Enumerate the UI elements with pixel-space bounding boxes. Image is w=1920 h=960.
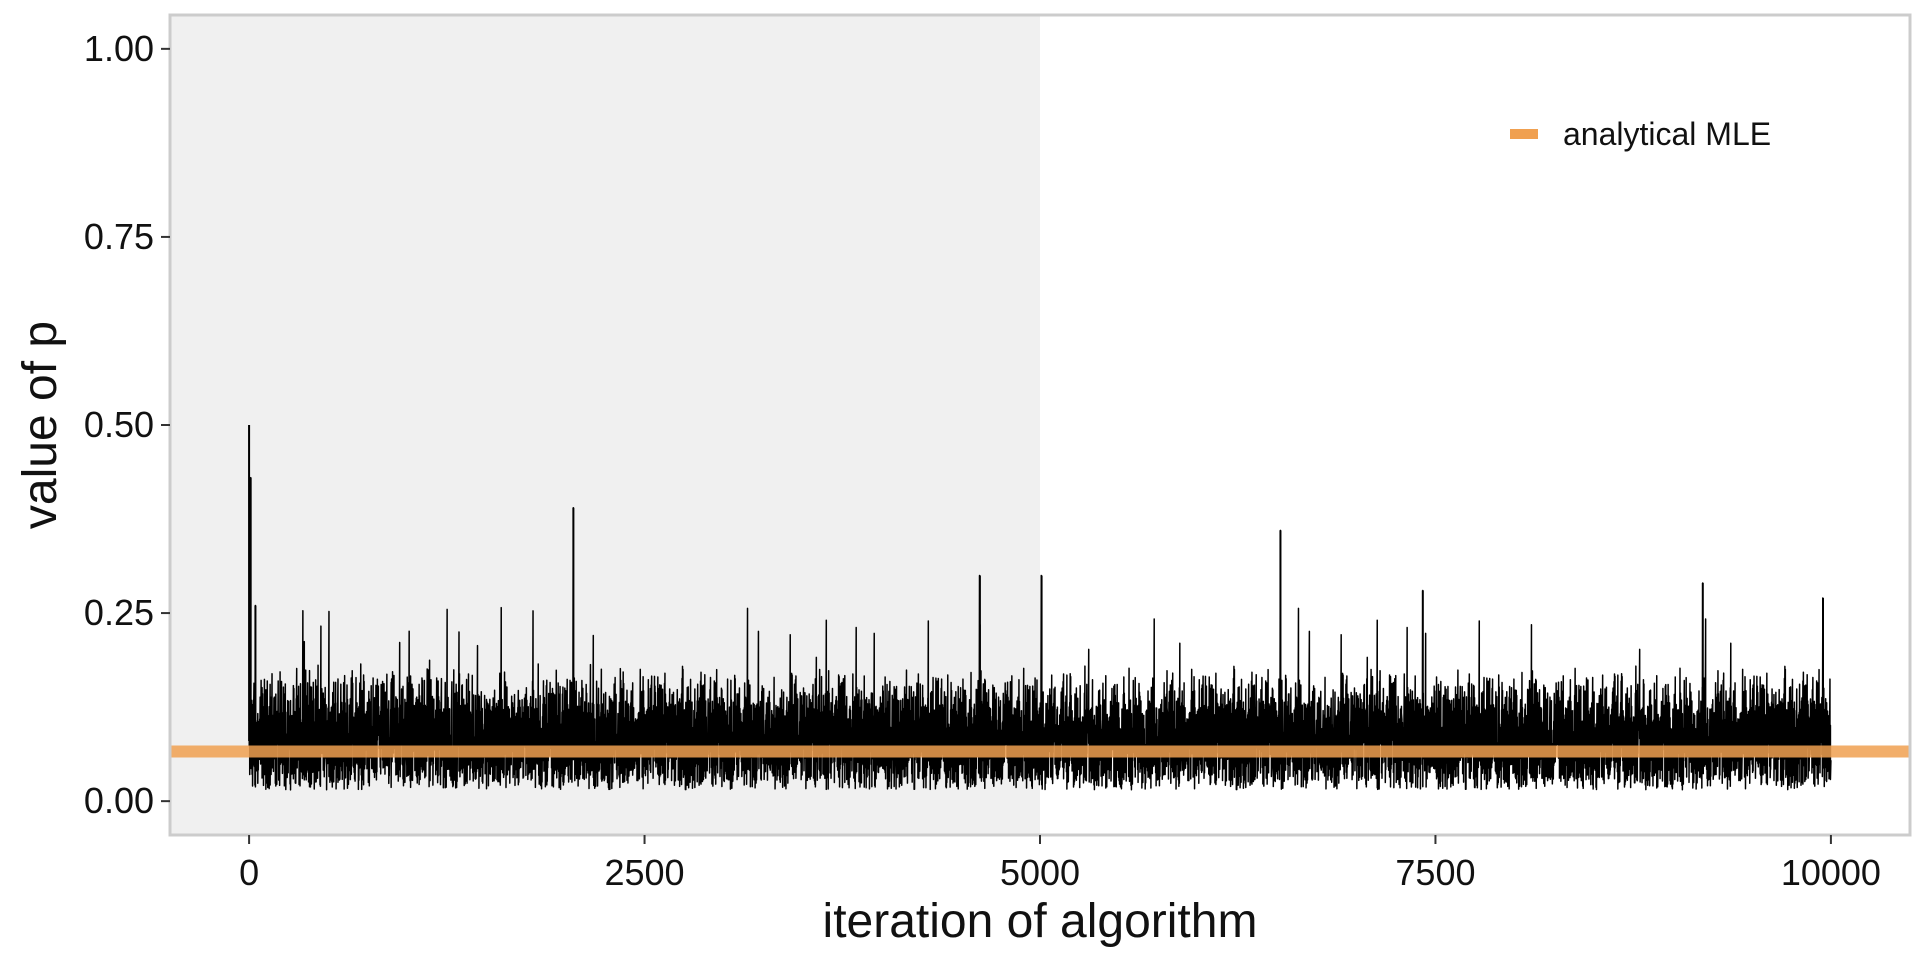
x-axis-title: iteration of algorithm [823, 895, 1258, 948]
y-tick-label-1: 0.25 [84, 592, 154, 633]
legend: analytical MLE [1510, 116, 1771, 152]
y-tick-label-3: 0.75 [84, 216, 154, 257]
y-tick-label-0: 0.00 [84, 780, 154, 821]
x-axis: 0 2500 5000 7500 10000 [239, 835, 1881, 893]
y-axis: 0.00 0.25 0.50 0.75 1.00 [84, 28, 170, 821]
x-tick-label-4: 10000 [1781, 852, 1881, 893]
x-tick-label-2: 5000 [1000, 852, 1080, 893]
x-tick-label-3: 7500 [1395, 852, 1475, 893]
x-tick-label-1: 2500 [604, 852, 684, 893]
y-tick-label-4: 1.00 [84, 28, 154, 69]
x-tick-label-0: 0 [239, 852, 259, 893]
y-tick-label-2: 0.50 [84, 404, 154, 445]
legend-label-analytical-mle: analytical MLE [1563, 116, 1771, 152]
y-axis-title: value of p [14, 321, 67, 529]
